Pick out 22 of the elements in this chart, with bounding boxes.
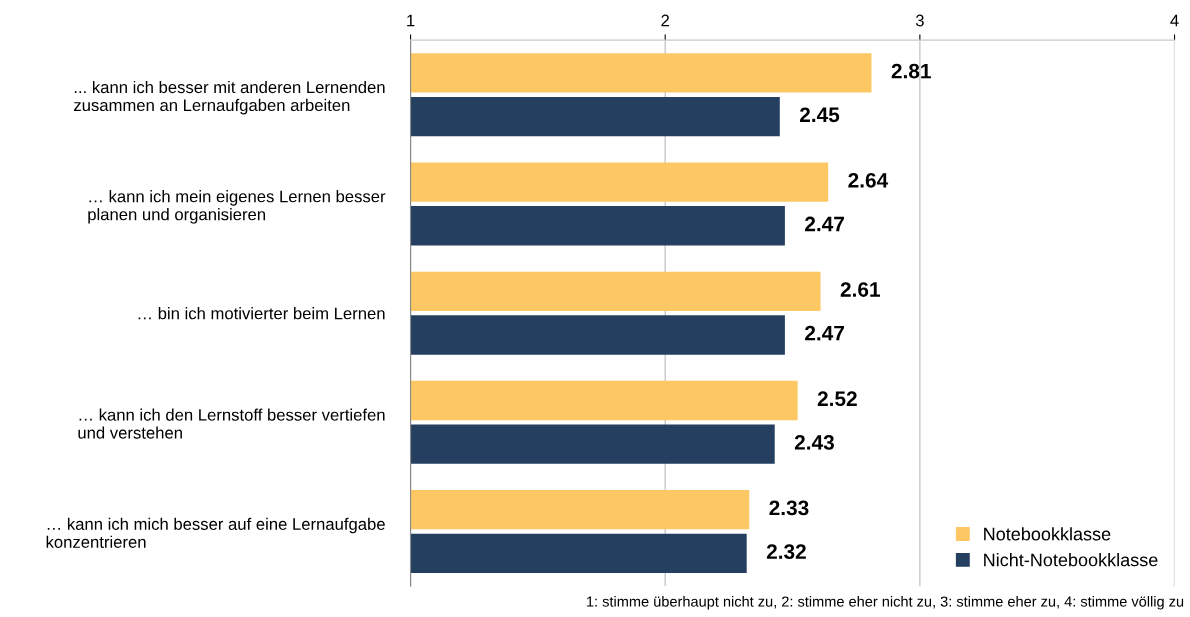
data-label: 2.81 [891, 63, 931, 79]
data-label: 2.32 [766, 544, 806, 560]
text: 1: stimme überhaupt nicht zu, 2: stimme eher nicht zu, 3: stimme eher zu, 4: stimme völlig zu [587, 596, 1184, 610]
y-tick-label: … kann ich den Lernstoff besser vertiefen und verstehen [78, 408, 385, 439]
data-label: 2.61 [840, 282, 880, 297]
x-tick-label: 1 [407, 14, 415, 27]
x-tick-label: 2 [661, 14, 670, 27]
data-label: 2.52 [817, 391, 857, 407]
legend-label: Notebookklasse [984, 527, 1111, 541]
y-tick-label: … kann ich mich besser auf eine Lernaufgabe konzentrieren [46, 517, 385, 548]
y-tick-label: … kann ich mein eigenes Lernen besser planen und organisieren [88, 190, 386, 224]
data-label: 2.64 [848, 172, 889, 188]
x-tick-label: 3 [915, 14, 924, 27]
data-label: 2.45 [799, 107, 840, 123]
data-label: 2.33 [769, 500, 809, 516]
y-tick-label: … bin ich motivierter beim Lernen [138, 307, 385, 320]
y-tick-label: ... kann ich besser mit anderen Lernenden zusammen an Lernaufgaben arbeiten [74, 80, 385, 115]
data-label: 2.47 [805, 216, 844, 232]
data-label: 2.43 [794, 435, 834, 450]
legend-label: Nicht-Notebookklasse [984, 553, 1158, 567]
data-label: 2.47 [805, 325, 844, 341]
x-tick-label: 4 [1170, 14, 1179, 27]
